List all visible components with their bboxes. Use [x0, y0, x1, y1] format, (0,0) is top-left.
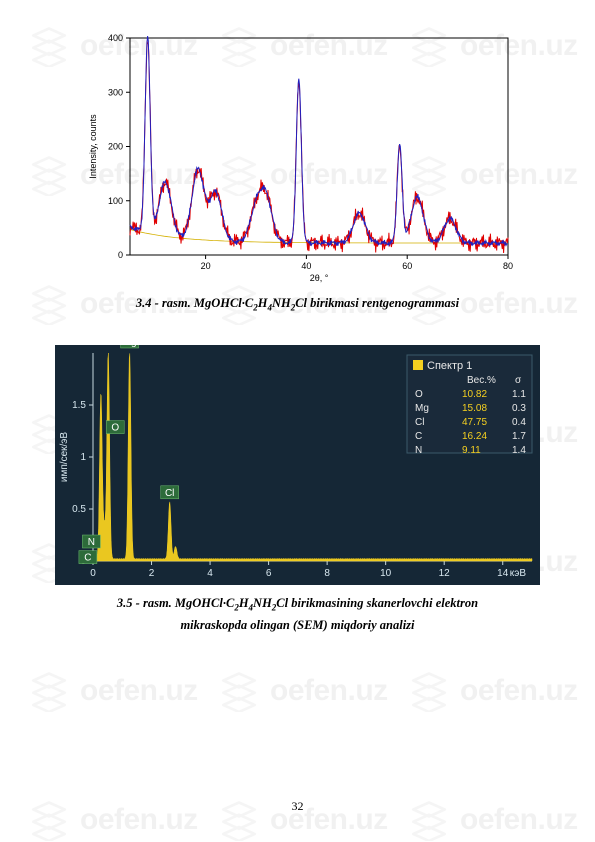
svg-text:0.3: 0.3 [512, 403, 526, 414]
svg-text:20: 20 [200, 261, 210, 271]
caption-3-5: 3.5 - rasm. MgOHCl·C2H4NH2Cl birikmasini… [55, 593, 540, 635]
svg-text:O: O [415, 389, 423, 400]
svg-text:1: 1 [80, 452, 86, 463]
svg-text:10.82: 10.82 [462, 389, 487, 400]
svg-text:Вес.%: Вес.% [467, 375, 496, 386]
svg-text:1.4: 1.4 [512, 445, 526, 456]
svg-text:2θ, °: 2θ, ° [309, 273, 328, 283]
svg-text:1.5: 1.5 [72, 400, 86, 411]
page-content: 010020030040020406080Intensity, counts2θ… [0, 0, 595, 635]
svg-text:Intensity, counts: Intensity, counts [88, 114, 98, 179]
page-number: 32 [0, 799, 595, 814]
svg-text:12: 12 [439, 568, 451, 579]
svg-text:9.11: 9.11 [462, 445, 481, 456]
svg-text:Cl: Cl [165, 488, 174, 499]
svg-text:Mg: Mg [123, 345, 137, 348]
svg-text:C: C [84, 552, 91, 563]
svg-text:40: 40 [301, 261, 311, 271]
svg-text:60: 60 [402, 261, 412, 271]
svg-text:1.7: 1.7 [512, 431, 526, 442]
svg-text:0.5: 0.5 [72, 504, 86, 515]
xrd-chart: 0 100 200 300 400 20 40 60 80 Intensity, counts 2θ… [78, 30, 518, 285]
svg-text:80: 80 [502, 261, 512, 271]
svg-text:Спектр 1: Спектр 1 [427, 360, 472, 372]
svg-text:400: 400 [107, 33, 122, 43]
svg-text:47.75: 47.75 [462, 417, 487, 428]
svg-text:1.1: 1.1 [512, 389, 526, 400]
svg-text:0: 0 [90, 568, 96, 579]
svg-text:300: 300 [107, 87, 122, 97]
svg-text:15.08: 15.08 [462, 403, 487, 414]
svg-text:Cl: Cl [415, 417, 424, 428]
svg-text:200: 200 [107, 142, 122, 152]
svg-text:100: 100 [107, 196, 122, 206]
svg-text:0.4: 0.4 [512, 417, 526, 428]
sem-chart: 00.511.502468101214кэВимп/сек/эВCNOMgClС… [55, 345, 540, 585]
svg-text:кэВ: кэВ [510, 568, 527, 579]
svg-text:2: 2 [149, 568, 155, 579]
caption-3-4: 3.4 - rasm. MgOHCl·C2H4NH2Cl birikmasi r… [55, 293, 540, 315]
svg-text:Mg: Mg [415, 403, 429, 414]
svg-text:8: 8 [324, 568, 330, 579]
svg-text:O: O [111, 422, 119, 433]
svg-text:имп/сек/эВ: имп/сек/эВ [59, 431, 70, 481]
svg-text:0: 0 [117, 250, 122, 260]
svg-text:16.24: 16.24 [462, 431, 487, 442]
svg-text:10: 10 [380, 568, 392, 579]
svg-text:N: N [415, 445, 422, 456]
svg-text:6: 6 [266, 568, 272, 579]
svg-text:C: C [415, 431, 422, 442]
svg-text:4: 4 [207, 568, 213, 579]
svg-text:σ: σ [515, 375, 522, 386]
svg-text:14: 14 [497, 568, 509, 579]
svg-text:N: N [88, 537, 95, 548]
